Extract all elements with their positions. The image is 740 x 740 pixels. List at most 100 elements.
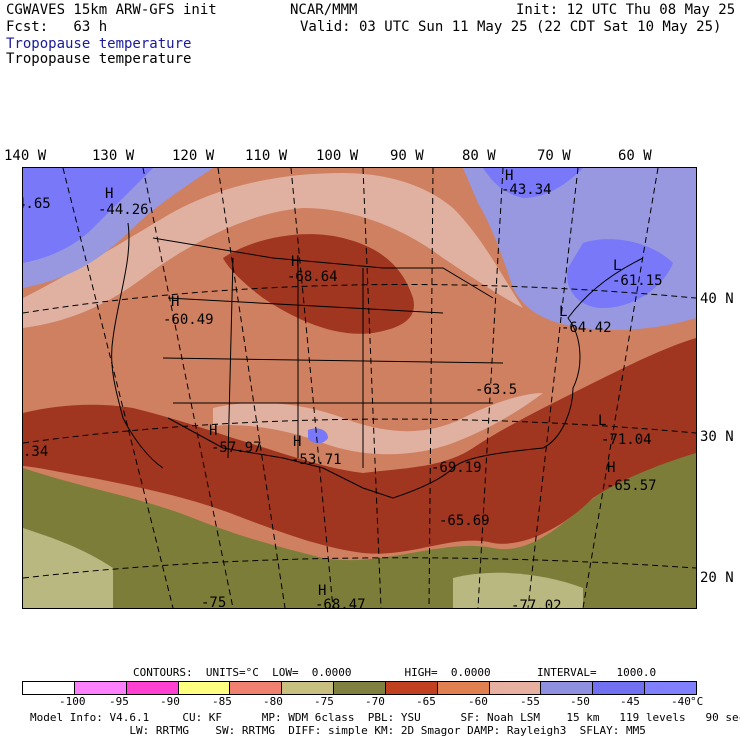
- legend-swatch: [593, 682, 646, 694]
- value-label: -68.47: [315, 597, 366, 609]
- lon-label: 70 W: [537, 148, 571, 164]
- init-time: Init: 12 UTC Thu 08 May 25: [516, 2, 736, 18]
- fill-salmon-north: [23, 173, 523, 328]
- gulf-atlantic-coast: [392, 257, 644, 499]
- legend-swatch: [541, 682, 594, 694]
- value-label: -69.19: [431, 460, 482, 476]
- legend-tick: -95: [109, 695, 129, 708]
- value-label: -65.57: [606, 478, 657, 494]
- value-label: -68.64: [287, 269, 338, 285]
- lat-label: 20 N: [700, 570, 734, 586]
- legend-swatch: [178, 682, 231, 694]
- fill-salmon-mid: [213, 393, 543, 455]
- legend-tick: -80: [263, 695, 283, 708]
- legend-swatch: [126, 682, 179, 694]
- legend-swatch: [645, 682, 696, 694]
- value-label: -64.42: [561, 320, 612, 336]
- fill-blue-ne: [483, 168, 583, 198]
- contour-info: CONTOURS: UNITS=°C LOW= 0.0000 HIGH= 0.0…: [133, 666, 657, 679]
- fill-blue-small: [308, 428, 328, 444]
- lon-label: 110 W: [245, 148, 288, 164]
- state-line: [162, 357, 504, 364]
- legend-tick: -75: [314, 695, 334, 708]
- value-label: -44.26: [98, 202, 149, 218]
- political-boundaries: [111, 222, 644, 499]
- lat-label: 40 N: [700, 291, 734, 307]
- org-label: NCAR/MMM: [290, 2, 358, 18]
- value-label: -75: [201, 595, 227, 609]
- legend-swatch: [23, 682, 75, 694]
- high-marker: H: [171, 294, 180, 310]
- lon-label: 90 W: [390, 148, 424, 164]
- legend-tick: -45: [620, 695, 640, 708]
- high-marker: H: [607, 460, 616, 476]
- graticule: [23, 168, 696, 608]
- value-label: -43.34: [501, 182, 552, 198]
- lon-line: [142, 168, 234, 608]
- value-label: -65.69: [439, 513, 490, 529]
- high-marker: H: [293, 434, 302, 450]
- lat-line: [23, 557, 696, 579]
- high-marker: H: [505, 168, 514, 184]
- legend-swatch: [334, 682, 386, 694]
- lon-line: [527, 168, 579, 608]
- fill-khaki: [453, 572, 583, 608]
- field-title-blue: Tropopause temperature: [6, 36, 192, 52]
- lon-label: 60 W: [618, 148, 652, 164]
- fill-darkred-south: [23, 338, 696, 554]
- lon-line: [428, 168, 434, 608]
- lon-label: 140 W: [4, 148, 47, 164]
- value-label: -63.5: [475, 382, 518, 398]
- legend-tick: -50: [570, 695, 590, 708]
- low-marker: L: [559, 304, 568, 320]
- lon-label: 120 W: [172, 148, 215, 164]
- legend-swatch: [282, 682, 335, 694]
- fill-blue-nw: [23, 168, 153, 263]
- lat-label: 30 N: [700, 429, 734, 445]
- state-line: [167, 297, 444, 314]
- lon-label: 100 W: [316, 148, 359, 164]
- legend-tick: -40: [671, 695, 691, 708]
- legend-swatch: [74, 682, 127, 694]
- model-info-line2: LW: RRTMG SW: RRTMG DIFF: simple KM: 2D …: [30, 724, 646, 737]
- value-label: -61.15: [612, 273, 663, 289]
- west-coast: [111, 222, 164, 469]
- high-marker: H: [291, 254, 300, 270]
- legend-tick: -85: [212, 695, 232, 708]
- high-marker: H: [209, 423, 218, 439]
- forecast-hour: Fcst: 63 h: [6, 19, 108, 35]
- legend-tick: -55: [520, 695, 540, 708]
- lon-line: [62, 168, 174, 608]
- low-marker: L: [598, 413, 607, 429]
- value-label: -71.04: [601, 432, 652, 448]
- us-canada-border: [152, 237, 494, 299]
- value-label: 4.65: [23, 196, 51, 212]
- lat-line: [23, 418, 696, 444]
- low-marker: L: [613, 258, 622, 274]
- legend-swatch: [230, 682, 283, 694]
- field-title: Tropopause temperature: [6, 51, 192, 67]
- lat-line: [23, 284, 696, 314]
- fill-khaki: [23, 528, 113, 608]
- legend-tick: -100: [59, 695, 86, 708]
- value-label: .34: [23, 444, 49, 460]
- legend-swatch: [385, 682, 438, 694]
- lon-label: 130 W: [92, 148, 135, 164]
- legend-tick: -90: [160, 695, 180, 708]
- tropopause-temperature-map: 4.65 -44.26 -43.34 -68.64 -61.15 -60.49 …: [22, 167, 697, 609]
- lon-line: [582, 168, 659, 608]
- legend-swatch: [437, 682, 490, 694]
- value-label: -53.71: [291, 452, 342, 468]
- value-label: -60.49: [163, 312, 214, 328]
- high-marker: H: [318, 583, 327, 599]
- model-title: CGWAVES 15km ARW-GFS init: [6, 2, 217, 18]
- lon-label: 80 W: [462, 148, 496, 164]
- legend-swatch: [489, 682, 542, 694]
- lon-line: [217, 168, 286, 608]
- value-label: -57.97: [211, 440, 262, 456]
- lon-line: [477, 168, 504, 608]
- map-canvas: [23, 168, 696, 608]
- model-info-line1: Model Info: V4.6.1 CU: KF MP: WDM 6class…: [30, 711, 740, 724]
- color-legend: [22, 681, 697, 695]
- valid-time: Valid: 03 UTC Sun 11 May 25 (22 CDT Sat …: [300, 19, 722, 35]
